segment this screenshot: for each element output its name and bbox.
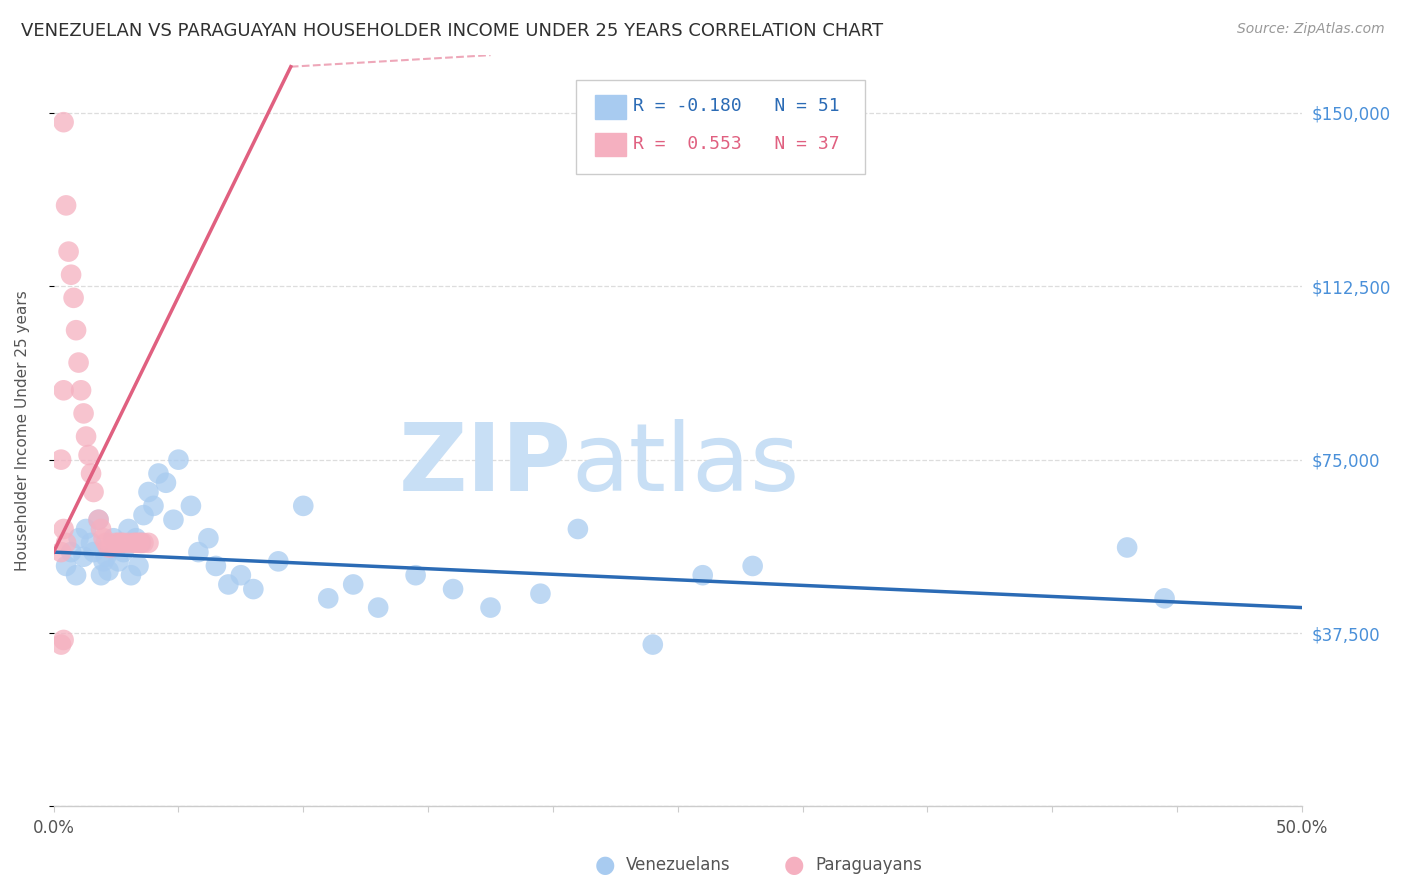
Text: R = -0.180   N = 51: R = -0.180 N = 51 bbox=[633, 97, 839, 115]
Point bbox=[55, 198, 77, 212]
Point bbox=[93, 554, 115, 568]
Point bbox=[187, 545, 209, 559]
Point bbox=[93, 531, 115, 545]
Point bbox=[112, 545, 135, 559]
Point bbox=[97, 564, 120, 578]
Point bbox=[741, 558, 763, 573]
Point bbox=[52, 384, 75, 398]
Point bbox=[70, 384, 93, 398]
Y-axis label: Householder Income Under 25 years: Householder Income Under 25 years bbox=[15, 291, 30, 571]
Point bbox=[267, 554, 290, 568]
Point bbox=[138, 536, 160, 550]
Point bbox=[129, 536, 152, 550]
Point bbox=[65, 323, 87, 337]
Point bbox=[128, 558, 150, 573]
Point bbox=[125, 536, 148, 550]
Point bbox=[72, 406, 94, 420]
Point bbox=[138, 485, 160, 500]
Point bbox=[107, 554, 129, 568]
Point bbox=[77, 448, 100, 462]
Point bbox=[110, 536, 132, 550]
Point bbox=[52, 632, 75, 647]
Point bbox=[229, 568, 252, 582]
Point bbox=[94, 536, 117, 550]
Point bbox=[132, 508, 155, 522]
Point bbox=[316, 591, 339, 606]
Point bbox=[441, 582, 464, 596]
Point bbox=[80, 536, 103, 550]
Point bbox=[107, 536, 129, 550]
Point bbox=[205, 558, 228, 573]
Point bbox=[65, 568, 87, 582]
Text: ●: ● bbox=[785, 854, 804, 877]
Point bbox=[87, 513, 110, 527]
Point bbox=[132, 536, 155, 550]
Point bbox=[103, 531, 125, 545]
Point bbox=[97, 541, 120, 555]
Point bbox=[529, 587, 551, 601]
Text: VENEZUELAN VS PARAGUAYAN HOUSEHOLDER INCOME UNDER 25 YEARS CORRELATION CHART: VENEZUELAN VS PARAGUAYAN HOUSEHOLDER INC… bbox=[21, 22, 883, 40]
Point bbox=[52, 522, 75, 536]
Point bbox=[641, 638, 664, 652]
Point bbox=[80, 467, 103, 481]
Point bbox=[58, 244, 80, 259]
Point bbox=[105, 541, 128, 555]
Point bbox=[148, 467, 170, 481]
Text: R =  0.553   N = 37: R = 0.553 N = 37 bbox=[633, 135, 839, 153]
Point bbox=[90, 568, 112, 582]
Point bbox=[60, 545, 83, 559]
Point bbox=[112, 536, 135, 550]
Point bbox=[94, 549, 117, 564]
Point bbox=[117, 522, 139, 536]
Point bbox=[197, 531, 219, 545]
Point bbox=[1153, 591, 1175, 606]
Point bbox=[55, 558, 77, 573]
Point bbox=[692, 568, 714, 582]
Point bbox=[292, 499, 315, 513]
Point bbox=[242, 582, 264, 596]
Point bbox=[67, 355, 90, 369]
Point bbox=[55, 536, 77, 550]
Point bbox=[217, 577, 239, 591]
Point bbox=[83, 545, 105, 559]
Text: Venezuelans: Venezuelans bbox=[626, 856, 730, 874]
Point bbox=[83, 485, 105, 500]
Point bbox=[49, 452, 72, 467]
Text: Paraguayans: Paraguayans bbox=[815, 856, 922, 874]
Point bbox=[167, 452, 190, 467]
Point bbox=[129, 536, 152, 550]
Point bbox=[125, 531, 148, 545]
Point bbox=[117, 536, 139, 550]
Point bbox=[342, 577, 364, 591]
Point bbox=[142, 499, 165, 513]
Point bbox=[479, 600, 502, 615]
Point bbox=[367, 600, 389, 615]
Point bbox=[87, 513, 110, 527]
Point bbox=[60, 268, 83, 282]
Point bbox=[49, 638, 72, 652]
Point bbox=[180, 499, 202, 513]
Point bbox=[120, 568, 142, 582]
Point bbox=[405, 568, 427, 582]
Point bbox=[62, 291, 84, 305]
Point bbox=[75, 522, 97, 536]
Text: ●: ● bbox=[595, 854, 614, 877]
Text: atlas: atlas bbox=[572, 418, 800, 510]
Point bbox=[72, 549, 94, 564]
Point bbox=[122, 536, 145, 550]
Point bbox=[105, 536, 128, 550]
Point bbox=[567, 522, 589, 536]
Point bbox=[52, 115, 75, 129]
Text: Source: ZipAtlas.com: Source: ZipAtlas.com bbox=[1237, 22, 1385, 37]
Point bbox=[90, 522, 112, 536]
Point bbox=[49, 545, 72, 559]
Point bbox=[100, 541, 122, 555]
Point bbox=[162, 513, 184, 527]
Point bbox=[155, 475, 177, 490]
Point bbox=[128, 536, 150, 550]
Point bbox=[75, 429, 97, 443]
Point bbox=[67, 531, 90, 545]
Text: ZIP: ZIP bbox=[399, 418, 572, 510]
Point bbox=[1116, 541, 1139, 555]
